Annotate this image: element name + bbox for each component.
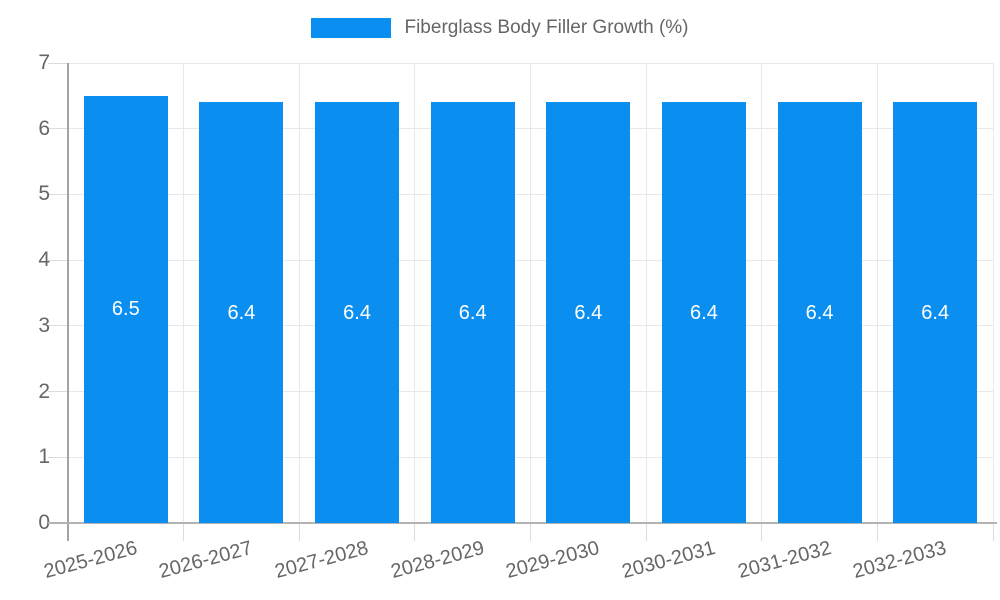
- bar-value-label: 6.4: [458, 301, 487, 324]
- x-gridline: [530, 63, 531, 523]
- y-axis-tick-label: 6: [38, 116, 50, 140]
- x-axis-tick: [645, 523, 647, 541]
- bar-2028-2029[interactable]: [430, 102, 515, 523]
- x-gridline: [992, 63, 994, 523]
- bar-value-label: 6.5: [111, 298, 140, 321]
- bar-value-label: 6.4: [343, 301, 371, 324]
- chart-legend: Fiberglass Body Filler Growth (%): [0, 17, 1000, 39]
- x-axis-tick: [298, 523, 300, 541]
- bar-2031-2032[interactable]: [777, 102, 862, 523]
- x-axis-tick: [414, 523, 416, 541]
- y-axis-tick: [48, 391, 68, 393]
- x-axis-tick: [183, 523, 185, 541]
- y-axis-tick: [48, 259, 68, 261]
- bar-value-label: 6.4: [921, 301, 950, 324]
- y-axis-tick-label: 3: [38, 313, 50, 337]
- plot-area: 0 1 2 3 4 5 6 7 6.5 2025-2026 6.4 2026-2027 6.4 2027-…: [38, 51, 997, 583]
- y-axis-line: [67, 63, 69, 541]
- x-axis-line: [48, 522, 997, 524]
- y-axis-tick: [48, 62, 68, 64]
- x-gridline: [876, 63, 878, 523]
- x-gridline: [183, 63, 185, 523]
- bar-2032-2033[interactable]: [893, 102, 978, 523]
- y-axis-tick: [48, 128, 68, 130]
- y-axis-tick: [48, 325, 68, 327]
- x-axis-tick: [761, 523, 763, 541]
- x-gridline: [414, 63, 416, 523]
- bar-2030-2031[interactable]: [661, 102, 746, 523]
- x-axis-tick: [876, 523, 878, 541]
- legend-series-label: Fiberglass Body Filler Growth (%): [404, 17, 689, 38]
- bar-2029-2030[interactable]: [546, 102, 631, 523]
- bar-2026-2027[interactable]: [199, 102, 284, 523]
- y-axis-tick-label: 2: [38, 379, 50, 403]
- y-axis-tick-label: 4: [38, 248, 50, 272]
- bar-value-label: 6.4: [805, 301, 834, 324]
- x-gridline: [761, 63, 763, 523]
- legend-color-swatch-icon: [311, 18, 392, 38]
- y-axis-tick-label: 7: [38, 51, 50, 74]
- x-axis-tick: [530, 523, 531, 541]
- bar-2025-2026[interactable]: [83, 95, 168, 523]
- x-gridline: [645, 63, 647, 523]
- y-axis-tick-label: 0: [38, 511, 50, 534]
- bar-value-label: 6.4: [690, 301, 718, 324]
- x-axis-tick: [992, 523, 994, 541]
- bar-value-label: 6.4: [574, 301, 603, 324]
- bar-value-label: 6.4: [227, 301, 256, 324]
- bar-2027-2028[interactable]: [315, 102, 400, 523]
- legend-item[interactable]: Fiberglass Body Filler Growth (%): [311, 17, 689, 39]
- x-gridline: [298, 63, 300, 523]
- y-axis-tick-label: 5: [38, 182, 50, 206]
- y-axis-tick-label: 1: [38, 445, 50, 469]
- y-axis-tick: [48, 456, 68, 458]
- y-axis-tick: [48, 193, 68, 195]
